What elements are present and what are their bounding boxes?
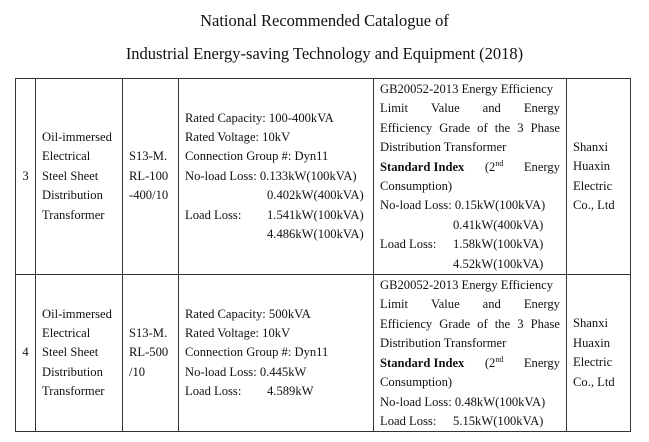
model-cell: S13-M. RL-100 -400/10 bbox=[122, 77, 179, 276]
connection-group: Connection Group #: Dyn11 bbox=[185, 345, 329, 360]
company-line: Electric bbox=[573, 355, 613, 370]
product-name-line: Steel Sheet bbox=[42, 168, 99, 183]
standard-cell: GB20052-2013 Energy Efficiency Limit Value… bbox=[373, 77, 567, 276]
product-name-line: Oil-immersed bbox=[42, 130, 112, 145]
product-name-cell: Oil-immersed Electrical Steel Sheet Distrib… bbox=[35, 77, 123, 276]
company-line: Huaxin bbox=[573, 159, 611, 174]
catalogue-table: 3 Oil-immersed Electrical Steel Sheet Distr… bbox=[15, 77, 631, 433]
company-line: Electric bbox=[573, 178, 613, 193]
specifications-cell: Rated Capacity: 100-400kVA Rated Voltage:… bbox=[178, 77, 374, 276]
rated-voltage: Rated Voltage: 10kV bbox=[185, 326, 291, 341]
standard-line: GB20052-2013 Energy Efficiency bbox=[380, 278, 554, 293]
load-loss: Load Loss: 1.541kW(100kVA) bbox=[185, 207, 364, 222]
standard-line: Distribution Transformer bbox=[380, 140, 507, 155]
table-row: 3 Oil-immersed Electrical Steel Sheet Distr… bbox=[15, 77, 631, 276]
model-line: RL-500 bbox=[129, 345, 169, 360]
standard-noload-value: 0.41kW(400kVA) bbox=[453, 217, 544, 232]
document-title-line-2: Industrial Energy-saving Technology and … bbox=[125, 44, 524, 63]
standard-line: GB20052-2013 Energy Efficiency bbox=[380, 82, 554, 96]
standard-index: Standard Index (2nd Energy bbox=[380, 158, 560, 174]
company-line: Huaxin bbox=[573, 335, 611, 350]
product-name-line: Electrical bbox=[42, 326, 91, 341]
company-line: Shanxi bbox=[573, 139, 608, 154]
standard-consumption: Consumption) bbox=[380, 179, 453, 194]
product-name-cell: Oil-immersed Electrical Steel Sheet Distrib… bbox=[35, 274, 123, 433]
standard-noload-loss: No-load Loss: 0.15kW(100kVA) bbox=[380, 198, 546, 213]
rated-capacity: Rated Capacity: 100-400kVA bbox=[185, 110, 334, 125]
model-line: RL-100 bbox=[129, 168, 169, 183]
company-line: Co., Ltd bbox=[573, 374, 615, 389]
standard-line: Limit Value and Energy bbox=[380, 101, 560, 116]
product-name-line: Transformer bbox=[42, 384, 105, 399]
row-number: 4 bbox=[15, 274, 36, 433]
specifications-cell: Rated Capacity: 500kVA Rated Voltage: 10k… bbox=[178, 274, 374, 433]
company-line: Shanxi bbox=[573, 316, 608, 331]
company-cell: Shanxi Huaxin Electric Co., Ltd bbox=[566, 274, 631, 433]
standard-consumption: Consumption) bbox=[380, 375, 453, 390]
product-name-line: Distribution bbox=[42, 188, 103, 203]
model-line: S13-M. bbox=[129, 149, 168, 164]
company-line: Co., Ltd bbox=[573, 197, 615, 212]
product-name-line: Transformer bbox=[42, 207, 105, 222]
load-loss: Load Loss: 4.589kW bbox=[185, 384, 314, 399]
product-name-line: Steel Sheet bbox=[42, 345, 99, 360]
document-title-line-1: National Recommended Catalogue of bbox=[200, 11, 449, 30]
rated-voltage: Rated Voltage: 10kV bbox=[185, 130, 291, 145]
standard-index: Standard Index (2nd Energy bbox=[380, 354, 560, 370]
model-line: -400/10 bbox=[129, 188, 169, 203]
connection-group: Connection Group #: Dyn11 bbox=[185, 149, 329, 164]
company-cell: Shanxi Huaxin Electric Co., Ltd bbox=[566, 77, 631, 276]
standard-line: Distribution Transformer bbox=[380, 336, 507, 351]
noload-loss: No-load Loss: 0.445kW bbox=[185, 364, 307, 379]
product-name-line: Oil-immersed bbox=[42, 306, 112, 321]
model-line: S13-M. bbox=[129, 326, 168, 341]
table-row: 4 Oil-immersed Electrical Steel Sheet Distr… bbox=[15, 274, 631, 433]
standard-line: Efficiency Grade of the 3 Phase bbox=[380, 316, 560, 331]
standard-load-value: 4.52kW(100kVA) bbox=[453, 256, 544, 271]
standard-line: Efficiency Grade of the 3 Phase bbox=[380, 120, 560, 135]
standard-cell: GB20052-2013 Energy Efficiency Limit Value… bbox=[373, 274, 567, 433]
standard-load-loss: Load Loss: 5.15kW(100kVA) bbox=[380, 413, 544, 428]
load-loss-value: 4.486kW(100kVA) bbox=[267, 227, 364, 242]
model-line: /10 bbox=[129, 364, 146, 379]
noload-loss-value: 0.402kW(400kVA) bbox=[267, 188, 364, 203]
product-name-line: Electrical bbox=[42, 149, 91, 164]
standard-load-loss: Load Loss: 1.58kW(100kVA) bbox=[380, 237, 544, 252]
product-name-line: Distribution bbox=[42, 364, 103, 379]
standard-noload-loss: No-load Loss: 0.48kW(100kVA) bbox=[380, 394, 546, 409]
model-cell: S13-M. RL-500/10 bbox=[122, 274, 179, 433]
noload-loss: No-load Loss: 0.133kW(100kVA) bbox=[185, 168, 357, 183]
rated-capacity: Rated Capacity: 500kVA bbox=[185, 306, 311, 321]
standard-line: Limit Value and Energy bbox=[380, 297, 560, 312]
row-number: 3 bbox=[15, 77, 36, 276]
